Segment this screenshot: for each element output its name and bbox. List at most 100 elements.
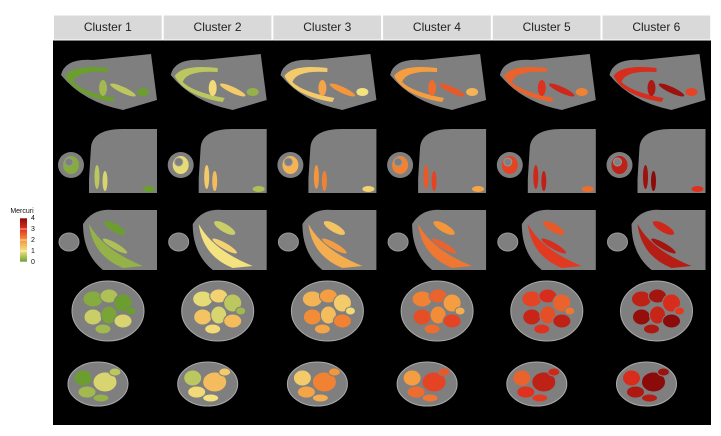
bone [503, 157, 513, 167]
muscle [581, 186, 594, 192]
muscle [647, 80, 656, 96]
muscle [296, 385, 316, 399]
muscle [313, 323, 331, 335]
muscle [92, 371, 118, 393]
muscle [218, 367, 232, 377]
muscle [651, 238, 676, 254]
muscle [193, 308, 213, 326]
muscle [533, 165, 539, 189]
muscle [329, 83, 356, 97]
muscle [252, 186, 265, 192]
facet-header-label: Cluster 2 [194, 20, 242, 34]
muscle [411, 290, 433, 308]
muscle [73, 369, 93, 387]
muscle [428, 80, 437, 96]
muscle [104, 221, 126, 235]
muscle [657, 367, 670, 377]
muscle [651, 171, 656, 191]
muscle [99, 80, 107, 96]
muscle [394, 67, 445, 102]
facet-header [382, 14, 492, 41]
muscle [466, 88, 479, 96]
muscle [204, 323, 222, 335]
muscle [202, 371, 228, 393]
muscle [125, 306, 137, 316]
muscle [454, 306, 466, 316]
muscle [113, 313, 133, 329]
muscle [691, 186, 704, 192]
muscle [402, 369, 422, 387]
muscle [292, 369, 312, 387]
muscle [641, 393, 658, 403]
section [89, 129, 157, 193]
muscle [622, 369, 641, 387]
muscle [110, 83, 136, 97]
muscle [113, 293, 133, 313]
muscle [174, 67, 225, 102]
muscle [418, 224, 473, 268]
section [83, 209, 157, 270]
muscle [321, 171, 327, 191]
muscle [89, 224, 143, 268]
muscle [547, 367, 561, 377]
muscle [442, 313, 462, 329]
muscle [423, 165, 429, 189]
muscle [102, 171, 108, 191]
muscle [214, 221, 236, 235]
muscle [421, 393, 439, 403]
muscle [356, 88, 369, 96]
muscle [531, 393, 549, 403]
muscle [549, 83, 575, 97]
section [497, 232, 519, 252]
facet-header [162, 14, 273, 41]
facet-header [272, 14, 383, 41]
facet-header [53, 14, 163, 41]
section [521, 209, 596, 270]
muscle [311, 393, 329, 403]
muscle [192, 290, 214, 308]
section [192, 209, 267, 270]
muscle [183, 369, 203, 387]
muscle [187, 385, 207, 399]
muscle [429, 305, 447, 325]
muscle [319, 305, 337, 325]
muscle [632, 308, 651, 326]
muscle [137, 88, 149, 96]
muscle [143, 186, 155, 192]
muscle [332, 293, 352, 313]
muscle [685, 88, 698, 96]
bone [174, 157, 184, 167]
muscle [539, 305, 557, 325]
muscle [575, 88, 588, 96]
muscle [308, 224, 363, 268]
muscle [284, 67, 335, 102]
muscle [613, 67, 664, 102]
muscle [198, 224, 253, 268]
muscle [108, 367, 122, 377]
muscle [541, 171, 547, 191]
muscle [543, 221, 565, 235]
muscle [516, 385, 536, 399]
muscle [472, 186, 485, 192]
muscle [533, 323, 551, 335]
muscle [431, 171, 437, 191]
muscle [246, 88, 259, 96]
muscle [77, 385, 97, 399]
muscle [412, 308, 432, 326]
muscle [643, 165, 648, 189]
facet-header-label: Cluster 4 [413, 20, 461, 34]
muscle [83, 308, 103, 326]
bone [613, 157, 622, 167]
section [198, 129, 267, 193]
bone [64, 157, 74, 167]
muscle [421, 371, 447, 393]
muscle [301, 290, 323, 308]
muscle [100, 305, 118, 325]
muscle [323, 221, 345, 235]
legend-tick-label: 0 [31, 259, 35, 266]
muscle [202, 393, 220, 403]
facet-header-label: Cluster 3 [303, 20, 351, 34]
muscle [641, 371, 666, 393]
muscle [674, 306, 685, 316]
muscle [643, 323, 660, 335]
